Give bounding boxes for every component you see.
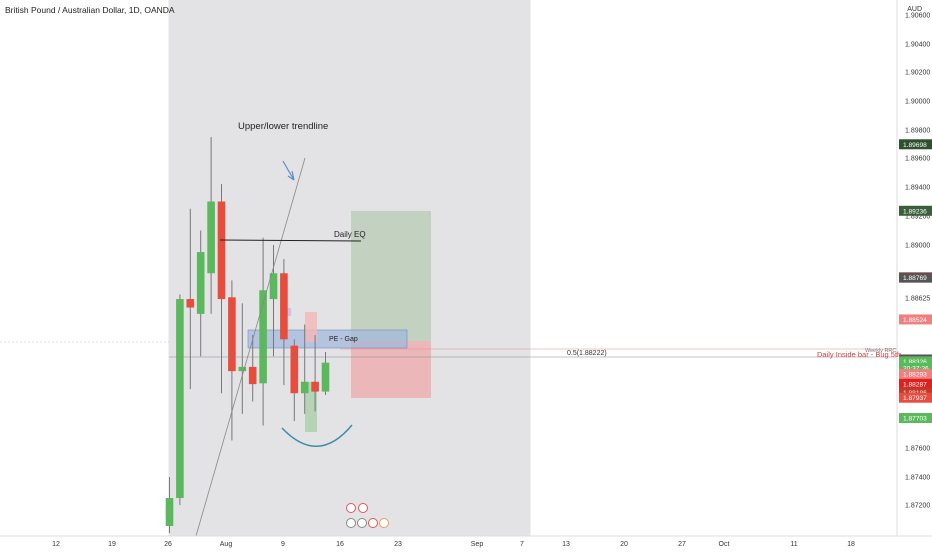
daily-eq-line[interactable] <box>219 239 362 242</box>
price-tags: 1.896981.892361.887731.887691.885241.883… <box>899 139 932 423</box>
smile-curve <box>281 424 353 447</box>
currency-label: AUD <box>907 6 922 13</box>
candle-body-0[interactable] <box>165 498 174 526</box>
price-tag <box>899 387 932 398</box>
price-tag <box>899 378 932 389</box>
ghost-bar-green <box>305 382 317 432</box>
y-tick-label: 1.87200 <box>905 503 930 510</box>
y-tick-label: 1.90200 <box>905 70 930 77</box>
pe-gap-label: PE - Gap <box>329 336 358 343</box>
candle-body-13[interactable] <box>300 381 309 394</box>
price-tag <box>899 369 932 380</box>
candle-body-6[interactable] <box>228 297 236 372</box>
y-tick-label: 1.89200 <box>905 214 930 221</box>
price-tag <box>899 314 932 325</box>
y-tick-label: 1.90600 <box>905 13 930 20</box>
target-zone[interactable] <box>351 211 431 341</box>
price-tag <box>899 356 932 367</box>
fib-label: 0.5(1.88222) <box>567 350 607 357</box>
candle-body-14[interactable] <box>311 381 319 392</box>
price-tag <box>899 272 932 283</box>
x-tick-label: Sep <box>471 541 484 548</box>
x-tick-label: Oct <box>719 541 730 548</box>
background-zone <box>168 0 531 536</box>
ghost-bar-red <box>305 312 317 342</box>
trendline-label: Upper/lower trendline <box>238 121 328 132</box>
x-tick-label: 13 <box>562 541 570 548</box>
symbol-label: British Pound / Australian Dollar, 1D, O… <box>5 5 175 15</box>
x-tick-label: 12 <box>52 541 60 548</box>
x-tick-label: 19 <box>108 541 116 548</box>
candle-body-1[interactable] <box>176 299 184 498</box>
candle-body-4[interactable] <box>207 201 215 274</box>
event-flag-icon[interactable] <box>346 503 356 513</box>
event-flag-icon[interactable] <box>357 518 367 528</box>
inside-bar-label: Daily Inside bar - Bug 5th <box>817 350 901 359</box>
x-tick-label: 23 <box>394 541 402 548</box>
candle-body-2[interactable] <box>186 299 195 308</box>
price-tag-label: 20:37:26 <box>903 365 929 372</box>
x-tick-label: 27 <box>678 541 686 548</box>
y-tick-label: 1.87600 <box>905 446 930 453</box>
price-tag-label: 1.88769 <box>903 275 927 282</box>
x-tick-label: 16 <box>336 541 344 548</box>
stop-zone[interactable] <box>351 341 431 398</box>
price-tag-label: 1.89236 <box>903 208 927 215</box>
price-tag <box>899 139 932 150</box>
event-flag-icon[interactable] <box>368 518 378 528</box>
daily-eq-label: Daily EQ <box>334 230 366 239</box>
x-tick-label: Aug <box>220 541 233 548</box>
y-tick-label: 1.89600 <box>905 156 930 163</box>
candle-body-15[interactable] <box>321 362 330 392</box>
price-tag <box>899 392 932 403</box>
pe-gap-zone[interactable] <box>247 329 408 349</box>
y-tick-label: 1.89400 <box>905 185 930 192</box>
candle-body-5[interactable] <box>217 201 226 300</box>
x-tick-label: 7 <box>520 541 524 548</box>
candle-body-10[interactable] <box>269 273 278 300</box>
weekly-label: Weekly RRC <box>865 348 896 354</box>
candle-body-9[interactable] <box>259 290 267 384</box>
price-tag <box>899 205 932 216</box>
x-tick-label: 20 <box>620 541 628 548</box>
event-flag-icon[interactable] <box>379 518 389 528</box>
event-flag-icon[interactable] <box>358 503 368 513</box>
trendline[interactable] <box>195 157 306 537</box>
price-tag-label: 1.88524 <box>903 317 927 324</box>
x-tick-label: 11 <box>790 541 797 548</box>
y-tick-label: 1.90400 <box>905 42 930 49</box>
x-axis[interactable]: 12 19 26 Aug 9 16 23 Sep 7 13 20 27 Oct 11 18 <box>52 541 855 548</box>
y-tick-label: 1.89800 <box>905 128 930 135</box>
x-tick-label: 9 <box>281 541 285 548</box>
price-tag-label: 1.88293 <box>903 372 927 379</box>
price-tag-label: 1.87937 <box>903 395 927 402</box>
y-tick-label: 1.87400 <box>905 475 930 482</box>
candle-body-7[interactable] <box>238 366 247 372</box>
event-flag-icon[interactable] <box>346 518 356 528</box>
price-tag-label: 1.87703 <box>903 416 927 423</box>
price-tag <box>899 413 932 423</box>
candle-body-3[interactable] <box>196 252 205 314</box>
price-tag <box>899 362 932 373</box>
candle-body-12[interactable] <box>290 345 299 394</box>
price-tag-label: 1.88326 <box>903 359 927 366</box>
arrow-icon <box>282 160 295 181</box>
price-tag-label: 1.88287 <box>903 381 927 388</box>
x-tick-label: 26 <box>164 541 172 548</box>
candle-body-8[interactable] <box>248 366 257 385</box>
y-tick-label: 1.89000 <box>905 243 930 250</box>
price-tag-label: 1.89698 <box>903 142 927 149</box>
y-tick-label: 1.88625 <box>905 296 930 303</box>
y-tick-label: 1.90000 <box>905 99 930 106</box>
x-tick-label: 18 <box>847 541 855 548</box>
candle-body-11[interactable] <box>280 273 288 340</box>
